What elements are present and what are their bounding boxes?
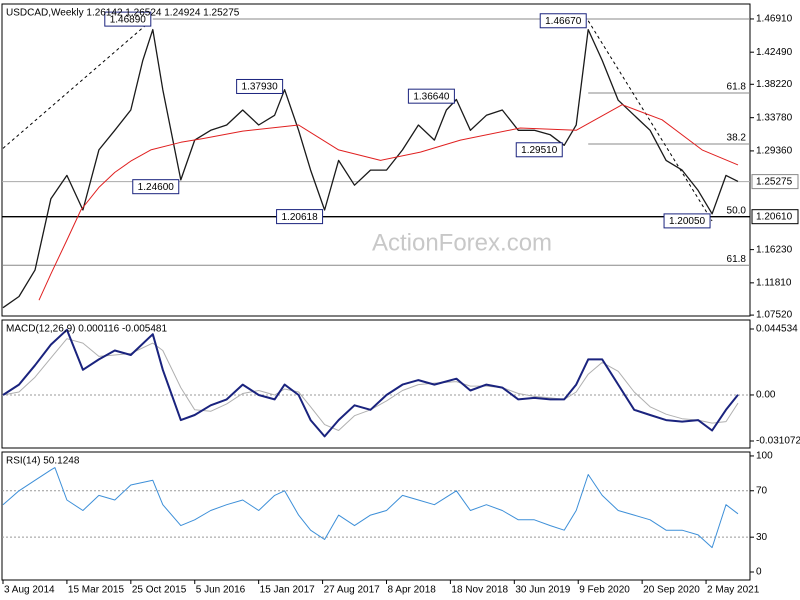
y-tick-label: 1.42490 xyxy=(756,47,793,58)
x-tick-label: 18 Nov 2018 xyxy=(451,585,508,596)
last-price-label: 1.25275 xyxy=(756,176,793,187)
fib-label: 61.8 xyxy=(727,82,747,93)
panel-frame xyxy=(1,3,751,317)
annotation-box xyxy=(132,179,180,195)
panel-title: USDCAD,Weekly 1.26142 1.26524 1.24924 1.… xyxy=(6,8,240,19)
fib-label: 38.2 xyxy=(727,133,747,144)
annotation-label: 1.36640 xyxy=(413,91,450,102)
annotation-box xyxy=(515,142,563,158)
x-tick-label: 9 Feb 2020 xyxy=(579,585,630,596)
annotation-box xyxy=(104,11,152,27)
x-tick-label: 5 Jun 2016 xyxy=(196,585,246,596)
panel-title: RSI(14) 50.1248 xyxy=(6,456,80,467)
axis-area xyxy=(751,320,799,448)
y-tick-label: 0.00 xyxy=(756,390,776,401)
fib-label: 61.8 xyxy=(727,254,747,265)
y-tick-label: 1.46910 xyxy=(756,14,793,25)
annotation-label: 1.37930 xyxy=(242,82,279,93)
series-line xyxy=(38,104,739,301)
x-tick-label: 20 Sep 2020 xyxy=(643,585,700,596)
watermark: ActionForex.com xyxy=(372,229,552,256)
y-tick-label: 1.29360 xyxy=(756,146,793,157)
y-tick-label: 1.07520 xyxy=(756,310,793,321)
y-tick-label: -0.031072 xyxy=(756,436,800,447)
y-tick-label: 70 xyxy=(756,485,768,496)
y-tick-label: 0.044534 xyxy=(756,324,798,335)
annotation-label: 1.29510 xyxy=(521,145,558,156)
annotation-label: 1.46890 xyxy=(110,14,147,25)
y-tick-label: 1.33780 xyxy=(756,112,793,123)
panel-title: MACD(12,26,9) 0.000116 -0.005481 xyxy=(6,324,167,335)
x-tick-label: 25 Oct 2015 xyxy=(132,585,187,596)
axis-area xyxy=(751,452,799,580)
annotation-box xyxy=(407,88,455,104)
y-tick-label: 1.11810 xyxy=(756,277,792,288)
series-line xyxy=(2,328,739,438)
annotation-box xyxy=(236,78,284,94)
x-tick-label: 3 Aug 2014 xyxy=(4,585,55,596)
trendline xyxy=(2,18,154,149)
y-tick-label: 100 xyxy=(756,451,773,462)
x-tick-label: 30 Jun 2019 xyxy=(515,585,570,596)
axis-area xyxy=(751,4,799,316)
annotation-label: 1.20618 xyxy=(281,212,318,223)
panel-frame xyxy=(1,451,751,581)
panel-frame xyxy=(1,319,751,449)
annotation-box xyxy=(276,209,324,225)
support-box xyxy=(751,209,799,225)
fib-label: 50.0 xyxy=(727,205,747,216)
y-tick-label: 1.16230 xyxy=(756,244,793,255)
y-tick-label: 1.38220 xyxy=(756,79,793,90)
support-label: 1.20610 xyxy=(756,211,793,222)
annotation-label: 1.20050 xyxy=(669,216,706,227)
series-line xyxy=(2,28,739,309)
x-tick-label: 2 May 2021 xyxy=(707,585,760,596)
annotation-box xyxy=(663,213,711,229)
x-tick-label: 27 Aug 2017 xyxy=(324,585,381,596)
annotation-box xyxy=(539,13,587,29)
x-tick-label: 15 Mar 2015 xyxy=(68,585,125,596)
y-tick-label: 30 xyxy=(756,532,768,543)
y-tick-label: 0 xyxy=(756,567,762,578)
series-line xyxy=(2,467,739,549)
x-tick-label: 8 Apr 2018 xyxy=(387,585,436,596)
annotation-label: 1.46670 xyxy=(545,16,582,27)
last-price-box xyxy=(751,174,799,190)
x-tick-label: 15 Jan 2017 xyxy=(260,585,315,596)
annotation-label: 1.24600 xyxy=(138,182,175,193)
